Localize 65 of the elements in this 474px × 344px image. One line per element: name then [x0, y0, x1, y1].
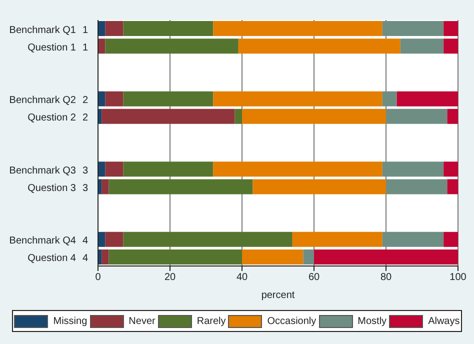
bar: [105, 162, 124, 177]
bar: [123, 162, 214, 177]
x-tick-label: 0: [95, 272, 102, 284]
bar: [234, 108, 242, 124]
bar: [123, 232, 292, 247]
bar: [98, 21, 106, 36]
y-tick-label: Benchmark Q3 3: [9, 165, 88, 176]
x-tick-label: 40: [236, 272, 248, 284]
bar: [292, 232, 382, 247]
bar: [386, 108, 448, 124]
bar: [252, 179, 386, 194]
legend-label: Never: [128, 316, 156, 326]
bar: [382, 21, 444, 36]
bar: [213, 21, 382, 36]
bar: [444, 232, 458, 247]
bar: [102, 249, 109, 264]
bar: [105, 232, 124, 247]
x-axis-title: percent: [261, 290, 295, 301]
bar: [400, 38, 444, 54]
y-tick-label: Question 4 4: [28, 253, 88, 264]
bar: [303, 249, 314, 264]
bar: [382, 232, 444, 247]
bar: [238, 38, 400, 54]
x-tick-label: 100: [450, 272, 467, 284]
legend-label: Always: [428, 316, 460, 326]
bar: [213, 91, 382, 106]
y-tick-label: Benchmark Q1 1: [9, 24, 88, 36]
bar: [242, 249, 304, 264]
x-tick-label: 60: [308, 272, 320, 284]
legend-label: Mostly: [358, 316, 387, 326]
bar: [444, 162, 458, 177]
bar: [108, 249, 242, 264]
x-tick-label: 80: [380, 272, 392, 284]
y-tick-label: Question 2 2: [28, 112, 88, 124]
bar: [98, 38, 106, 54]
bar: [98, 162, 106, 177]
bar: [447, 179, 458, 194]
y-tick-label: Question 3 3: [28, 182, 88, 194]
bar: [386, 179, 448, 194]
bar: [213, 162, 382, 177]
bar: [123, 21, 214, 36]
legend-label: Occasionly: [267, 316, 316, 326]
bar: [242, 108, 386, 124]
bar: [98, 232, 106, 247]
bar: [444, 38, 458, 54]
y-tick-label: Benchmark Q2 2: [9, 95, 88, 106]
bar: [105, 38, 238, 54]
bar: [105, 91, 124, 106]
x-tick-label: 20: [164, 272, 176, 284]
bar: [123, 91, 214, 106]
bar: [396, 91, 458, 106]
bar: [105, 21, 124, 36]
bar: [444, 21, 458, 36]
bar: [447, 108, 458, 124]
bar: [102, 108, 235, 124]
bar: [98, 91, 106, 106]
bar: [108, 179, 253, 194]
bar: [102, 179, 109, 194]
legend-label: Missing: [53, 316, 88, 326]
bar: [314, 249, 458, 264]
bar: [382, 91, 397, 106]
y-tick-label: Benchmark Q4 4: [9, 236, 88, 247]
legend-label: Rarely: [196, 316, 226, 326]
y-tick-label: Question 1 1: [28, 42, 88, 54]
bar: [382, 162, 444, 177]
